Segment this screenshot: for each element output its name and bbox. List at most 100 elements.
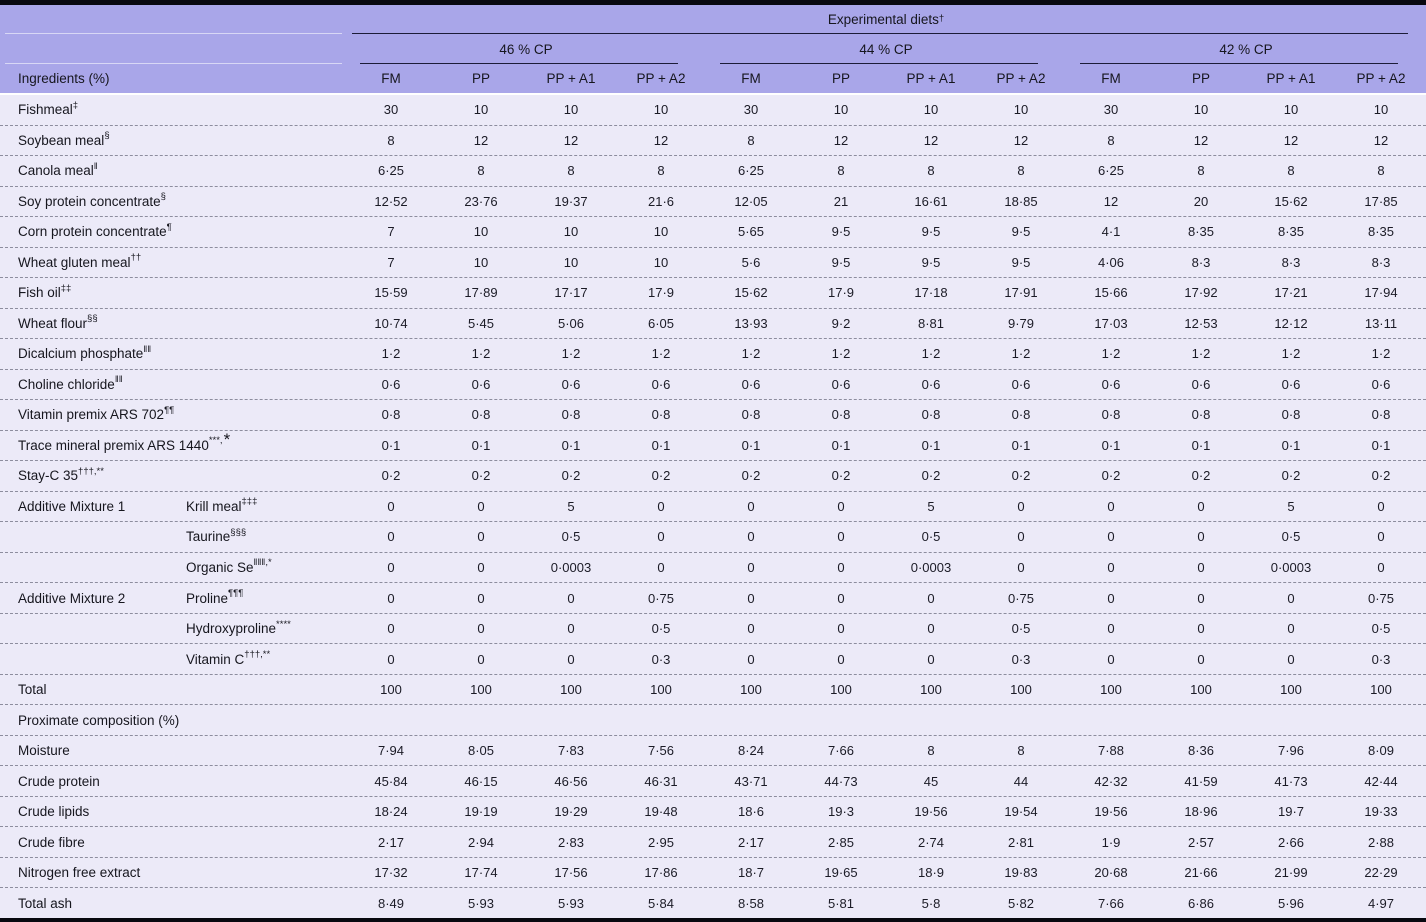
row-label: Nitrogen free extract <box>18 865 141 881</box>
cell-value: 100 <box>380 682 402 698</box>
cell-value: 1·2 <box>1011 346 1031 362</box>
cell-value: 8 <box>657 163 665 179</box>
cell-value: 0 <box>567 621 575 637</box>
cell-value: 10 <box>473 102 489 118</box>
cell-value: 7·83 <box>557 743 585 759</box>
cell-value: 19·56 <box>914 804 948 820</box>
cell-value: 100 <box>1010 682 1032 698</box>
cell-value: 0·75 <box>647 590 675 606</box>
cell-value: 46·56 <box>554 773 588 789</box>
col-head-pp: PP <box>1191 71 1210 86</box>
cell-value: 43·71 <box>734 773 768 789</box>
cell-value: 0·2 <box>831 468 851 484</box>
cell-value: 10 <box>1283 102 1299 118</box>
cell-value: 0 <box>837 651 845 667</box>
cell-value: 0·0003 <box>910 559 952 575</box>
cell-value: 0 <box>657 559 665 575</box>
cell-value: 8 <box>1017 743 1025 759</box>
cell-value: 44·73 <box>824 773 858 789</box>
cell-value: 0·1 <box>1191 437 1211 453</box>
cell-value: 9·5 <box>1011 224 1031 240</box>
cell-value: 0·2 <box>921 468 941 484</box>
cell-value: 12·05 <box>734 193 768 209</box>
cell-value: 4·1 <box>1101 224 1121 240</box>
row-label: Stay-C 35†††,** <box>18 465 104 484</box>
cell-value: 100 <box>1370 682 1392 698</box>
cell-value: 5·81 <box>827 895 855 911</box>
cell-value: 0·6 <box>741 376 761 392</box>
table-top-rule <box>0 0 1426 5</box>
cell-value: 19·7 <box>1277 804 1305 820</box>
table-row: Wheat flour§§ 10·74 5·45 5·06 6·05 13·93 9·2 8·… <box>0 309 1426 340</box>
cell-value: 46·31 <box>644 773 678 789</box>
cell-value: 17·56 <box>554 865 588 881</box>
cell-value: 0·2 <box>651 468 671 484</box>
col-head-fm: FM <box>741 71 761 86</box>
cell-value: 0·1 <box>381 437 401 453</box>
cell-value: 0·8 <box>1011 407 1031 423</box>
table-row: Proximate composition (%) <box>0 705 1426 736</box>
cell-value: 12 <box>653 132 669 148</box>
cell-value: 22·29 <box>1364 865 1398 881</box>
cell-value: 0 <box>1377 559 1385 575</box>
cell-value: 0·8 <box>381 407 401 423</box>
cell-value: 0 <box>747 498 755 514</box>
cell-value: 0 <box>747 621 755 637</box>
cell-value: 100 <box>560 682 582 698</box>
cell-value: 9·5 <box>921 254 941 270</box>
footnote-mark: **** <box>276 618 291 630</box>
cell-value: 20·68 <box>1094 865 1128 881</box>
cell-value: 10 <box>473 224 489 240</box>
table-row: Choline chloride‖‖ 0·6 0·6 0·6 0·6 0·6 0·6 0·6 0… <box>0 370 1426 401</box>
cell-value: 0·75 <box>1007 590 1035 606</box>
group-label: 42 % CP <box>1219 41 1273 57</box>
cell-value: 8 <box>927 163 935 179</box>
group-label: 46 % CP <box>499 41 553 57</box>
row-sublabel: Taurine§§§ <box>186 526 247 545</box>
cell-value: 5·65 <box>737 224 765 240</box>
cell-value: 10 <box>923 102 939 118</box>
cell-value: 0·8 <box>1281 407 1301 423</box>
cell-value: 17·9 <box>647 285 675 301</box>
cell-value: 0 <box>1107 559 1115 575</box>
cell-value: 0 <box>567 590 575 606</box>
cell-value: 9·5 <box>1011 254 1031 270</box>
cell-value: 0 <box>1287 621 1295 637</box>
cell-value: 8·3 <box>1281 254 1301 270</box>
table-row: Corn protein concentrate¶ 7 10 10 10 5·65 9·5 9… <box>0 217 1426 248</box>
cell-value: 18·96 <box>1184 804 1218 820</box>
cell-value: 17·32 <box>374 865 408 881</box>
cell-value: 8 <box>1377 163 1385 179</box>
cell-value: 0·6 <box>1101 376 1121 392</box>
footnote-mark: ‖‖ <box>143 343 152 355</box>
cell-value: 12 <box>1283 132 1299 148</box>
cell-value: 8·36 <box>1187 743 1215 759</box>
row-label: Moisture <box>18 743 70 759</box>
cell-value: 17·91 <box>1004 285 1038 301</box>
cell-value: 12 <box>1193 132 1209 148</box>
cell-value: 16·61 <box>914 193 948 209</box>
cell-value: 0 <box>387 590 395 606</box>
cell-value: 0 <box>567 651 575 667</box>
cell-value: 7 <box>387 254 395 270</box>
footnote-mark: § <box>160 191 166 203</box>
cell-value: 12 <box>1013 132 1029 148</box>
cell-value: 41·59 <box>1184 773 1218 789</box>
cell-value: 19·56 <box>1094 804 1128 820</box>
cell-value: 0 <box>1017 529 1025 545</box>
cell-value: 0 <box>477 621 485 637</box>
cell-value: 1·2 <box>1101 346 1121 362</box>
cell-value: 0·8 <box>651 407 671 423</box>
table-row: Crude fibre 2·17 2·94 2·83 2·95 2·17 2·85 2·74 2… <box>0 827 1426 858</box>
cell-value: 17·18 <box>914 285 948 301</box>
cell-value: 9·2 <box>831 315 851 331</box>
cell-value: 0·8 <box>921 407 941 423</box>
cell-value: 0 <box>1017 498 1025 514</box>
cell-value: 17·92 <box>1184 285 1218 301</box>
cell-value: 1·2 <box>741 346 761 362</box>
cell-value: 0·2 <box>741 468 761 484</box>
cell-value: 1·9 <box>1101 834 1121 850</box>
table-row: Dicalcium phosphate‖‖ 1·2 1·2 1·2 1·2 1·2 1·2 1… <box>0 339 1426 370</box>
cell-value: 0·5 <box>921 529 941 545</box>
cell-value: 0·1 <box>1371 437 1391 453</box>
